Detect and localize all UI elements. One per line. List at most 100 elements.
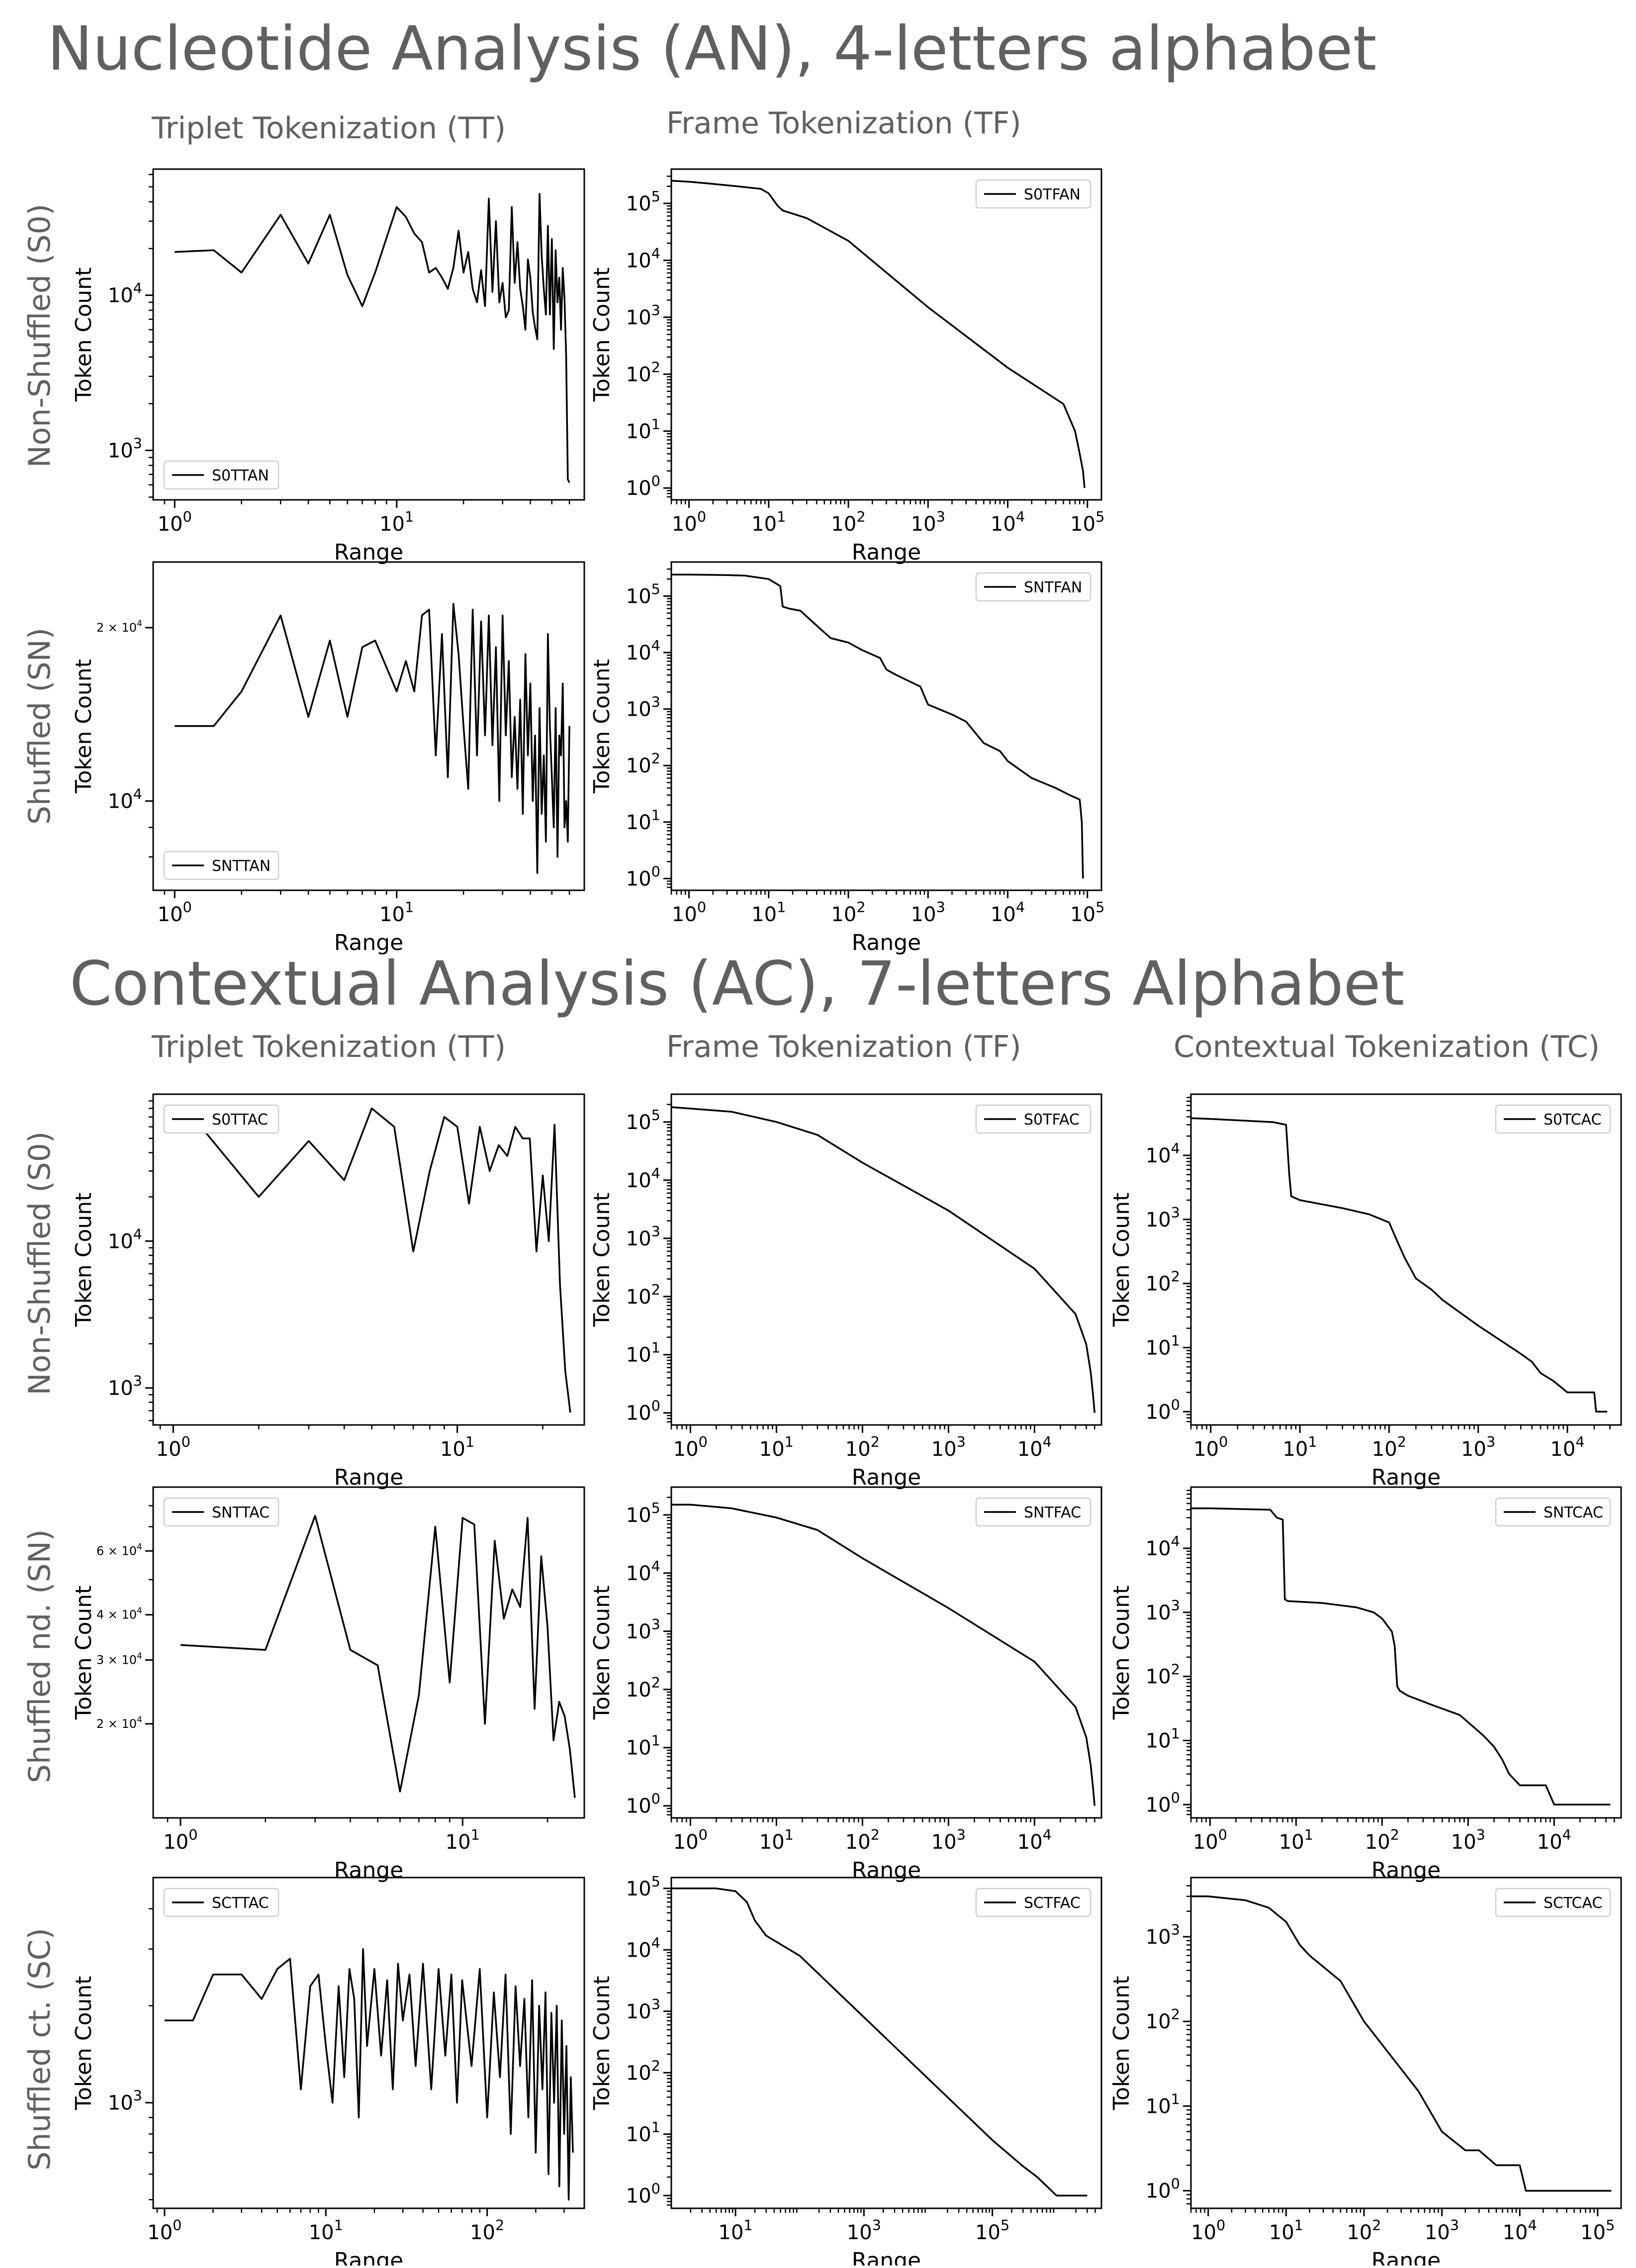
legend-label: S0TFAN: [1024, 186, 1081, 203]
col-header-ac-tc: Contextual Tokenization (TC): [1174, 1030, 1600, 1064]
plot-frame: [152, 1877, 585, 2209]
legend-label: SCTTAC: [212, 1894, 269, 1912]
chart-SNTTAN: 100 101 104 2 × 104 Range Token Count SNTTAN: [71, 561, 585, 955]
y-tick-label: 100: [1146, 2175, 1180, 2203]
y-tick-label: 104: [626, 1558, 660, 1585]
series-line-SCTFAC: [671, 1888, 1088, 2197]
x-tick-label: 102: [831, 508, 865, 536]
y-tick-label: 104: [626, 1165, 660, 1192]
y-tick-label: 102: [626, 359, 660, 386]
series-line-SNTTAC: [180, 1514, 576, 1798]
plot-frame: [152, 168, 585, 501]
col-header-ac-tf: Frame Tokenization (TF): [666, 1030, 1021, 1064]
x-tick-label: 105: [1580, 2217, 1615, 2244]
y-axis-label: Token Count: [1109, 1193, 1134, 1327]
y-tick-label: 102: [1146, 1268, 1180, 1296]
chart-S0TTAC: 100 101 103 104 Range Token Count S0TTAC: [71, 1093, 585, 1490]
y-tick-label: 103: [626, 1616, 660, 1643]
series-line-S0TTAN: [175, 193, 570, 483]
x-axis-label: Range: [334, 540, 403, 565]
plot-frame: [670, 561, 1102, 891]
y-axis-label: Token Count: [589, 268, 615, 402]
y-tick-label: 104: [626, 637, 660, 664]
x-tick-label: 100: [1193, 1433, 1228, 1461]
series-line-S0TFAN: [671, 180, 1086, 488]
y-tick-label: 103: [108, 435, 142, 463]
legend: S0TFAN: [975, 179, 1091, 209]
x-axis-label: Range: [334, 1465, 403, 1490]
plot-frame: [670, 1877, 1102, 2209]
x-tick-label: 101: [759, 1433, 794, 1461]
legend-box: [163, 1497, 279, 1527]
legend-label: SNTFAN: [1024, 579, 1082, 596]
y-axis-label: Token Count: [589, 1193, 615, 1327]
y-tick-label: 104: [108, 786, 142, 813]
chart-S0TCAC: 100 101 102 103 104 100 101 102 103 104 Range Token…: [1109, 1093, 1622, 1490]
legend-box: [975, 1497, 1091, 1527]
x-tick-label: 103: [847, 2217, 881, 2244]
y-tick-label: 103: [626, 694, 660, 721]
y-axis-label: Token Count: [1109, 1586, 1134, 1720]
y-tick-label: 6 × 104: [96, 1542, 142, 1558]
y-axis-label: Token Count: [71, 659, 96, 794]
section-title-an: Nucleotide Analysis (AN), 4-letters alph…: [47, 13, 1377, 84]
x-tick-label: 103: [1425, 2217, 1459, 2244]
y-axis-label: Token Count: [589, 1586, 615, 1720]
x-tick-label: 102: [845, 1826, 880, 1854]
legend: S0TCAC: [1495, 1104, 1611, 1134]
legend: SNTFAC: [975, 1497, 1091, 1527]
y-tick-label: 101: [1146, 1332, 1180, 1359]
y-axis-label: Token Count: [71, 1586, 96, 1720]
x-tick-label: 103: [931, 1826, 966, 1854]
legend: SNTTAC: [163, 1497, 279, 1527]
legend-label: SNTFAC: [1024, 1504, 1081, 1521]
col-header-an-tf: Frame Tokenization (TF): [666, 106, 1021, 141]
x-tick-label: 100: [158, 508, 192, 536]
x-tick-label: 102: [1365, 1826, 1399, 1854]
x-tick-label: 100: [163, 1826, 197, 1854]
chart-SCTTAC: 100 101 102 103 Range Token Count SCTTAC: [71, 1877, 585, 2268]
row-label-an-s0: Non-Shuffled (S0): [22, 204, 57, 468]
legend-label: S0TFAC: [1024, 1111, 1080, 1129]
x-axis-label: Range: [334, 930, 403, 955]
y-tick-label: 104: [108, 1226, 142, 1253]
legend-box: [163, 460, 279, 490]
y-axis-label: Token Count: [589, 1976, 615, 2111]
row-label-an-sn: Shuffled (SN): [22, 628, 57, 825]
series-line-S0TTAC: [173, 1107, 571, 1413]
y-tick-label: 105: [626, 580, 660, 608]
y-tick-label: 104: [626, 245, 660, 272]
x-axis-label: Range: [1371, 1858, 1441, 1883]
y-tick-label: 103: [1146, 1204, 1180, 1231]
series-line-SNTFAC: [671, 1504, 1096, 1806]
legend: S0TFAC: [975, 1104, 1091, 1134]
x-tick-label: 100: [158, 899, 192, 926]
x-tick-label: 103: [911, 899, 945, 926]
legend: SCTTAC: [163, 1888, 279, 1917]
x-axis-label: Range: [1371, 2248, 1441, 2266]
chart-SNTFAN: 100 101 102 103 104 105 100 101 102 103 104 105 Rang…: [589, 561, 1104, 955]
y-tick-label: 103: [626, 302, 660, 329]
x-tick-label: 101: [759, 1826, 794, 1854]
legend-box: [163, 1104, 279, 1134]
y-tick-label: 3 × 104: [96, 1651, 142, 1667]
legend-box: [1495, 1888, 1611, 1917]
x-tick-label: 101: [1279, 1826, 1313, 1854]
x-tick-label: 105: [1070, 508, 1104, 536]
legend: SCTFAC: [975, 1888, 1091, 1917]
x-tick-label: 103: [911, 508, 945, 536]
series-line-SCTTAC: [164, 1948, 574, 2201]
y-tick-label: 103: [626, 1223, 660, 1250]
x-axis-label: Range: [852, 1858, 921, 1883]
series-line-S0TCAC: [1191, 1117, 1608, 1413]
y-tick-label: 102: [626, 1674, 660, 1701]
legend-label: S0TTAC: [212, 1111, 268, 1129]
y-axis-label: Token Count: [71, 268, 96, 402]
x-tick-label: 104: [1550, 1433, 1584, 1461]
x-tick-label: 105: [975, 2217, 1009, 2244]
chart-SNTFAC: 100 101 102 103 104 100 101 102 103 104 105 Range To…: [589, 1486, 1102, 1883]
y-tick-label: 102: [626, 750, 660, 777]
y-tick-label: 105: [626, 1107, 660, 1134]
y-axis-label: Token Count: [71, 1976, 96, 2111]
row-label-ac-sc: Shuffled ct. (SC): [22, 1928, 57, 2171]
